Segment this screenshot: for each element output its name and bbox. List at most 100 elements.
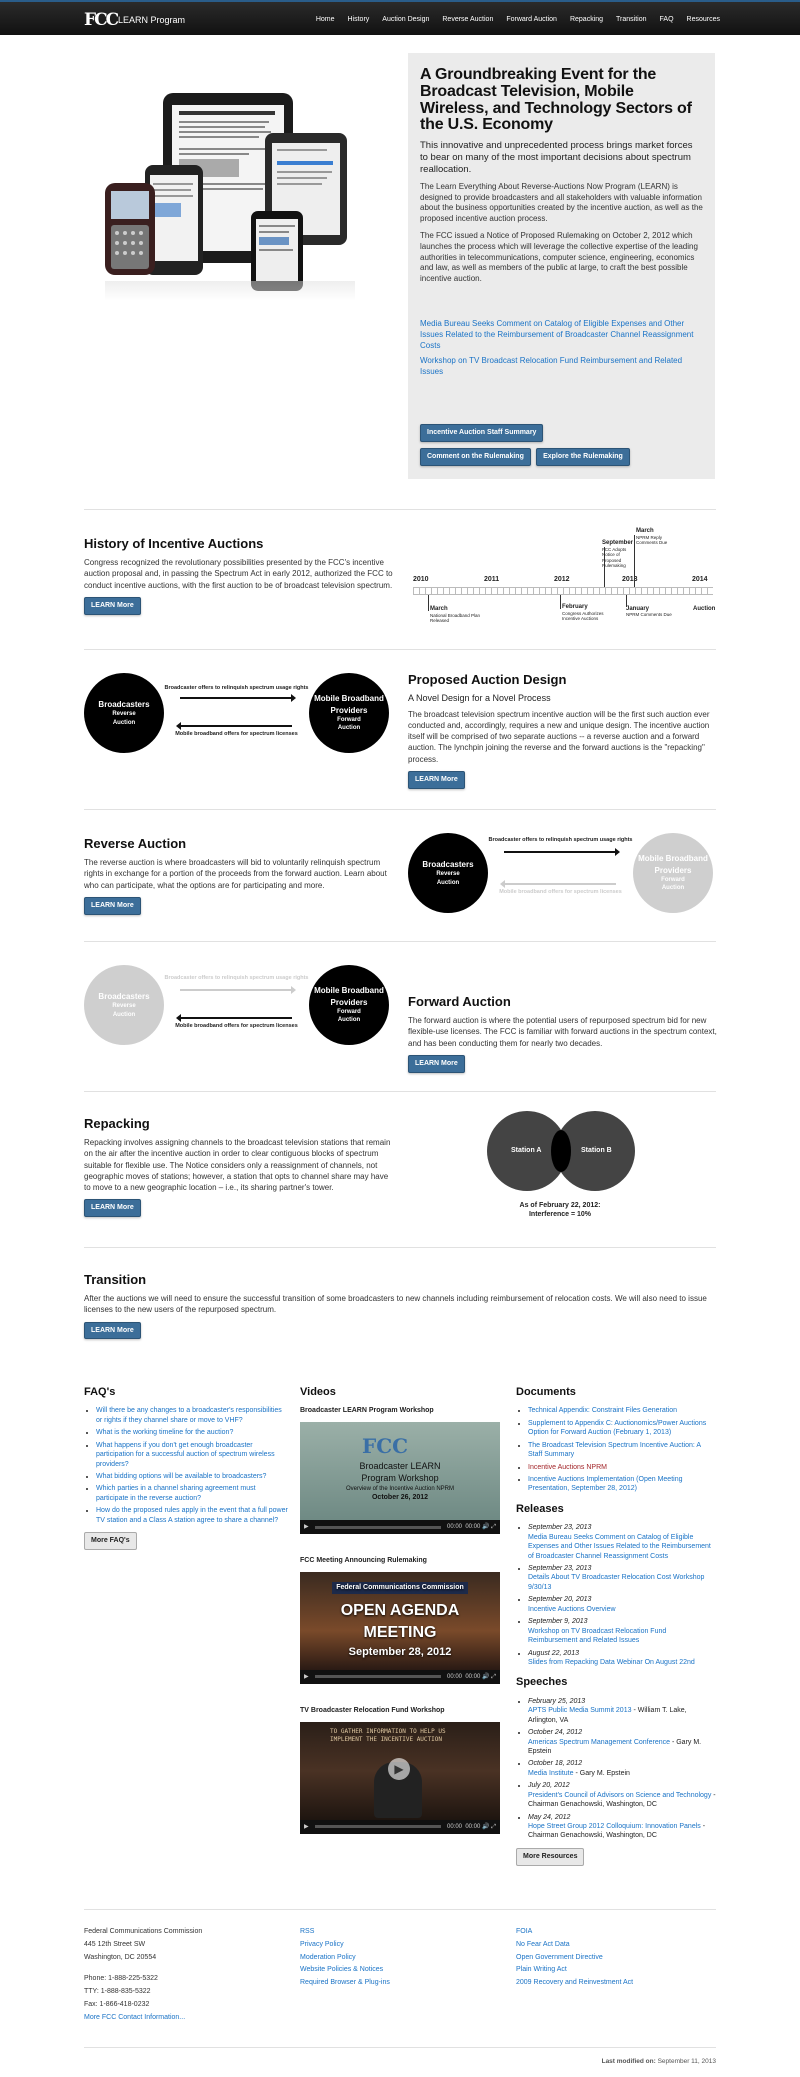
video-player-2[interactable]: Federal Communications Commission OPEN A… (300, 1571, 500, 1684)
speech-link[interactable]: APTS Public Media Summit 2013 (528, 1707, 632, 1715)
nav-faq[interactable]: FAQ (659, 16, 674, 23)
footer-contact: Federal Communications Commission 445 12… (84, 1927, 284, 2026)
hero-link-workshop[interactable]: Workshop on TV Broadcast Relocation Fund… (420, 356, 683, 377)
nav-history[interactable]: History (347, 16, 370, 23)
faq-link[interactable]: What happens if you don't get enough bro… (96, 1441, 275, 1468)
year-2012: 2012 (554, 576, 570, 583)
footer-link[interactable]: Open Government Directive (516, 1953, 603, 1961)
history-text: Congress recognized the revolutionary po… (84, 558, 393, 590)
faq-link[interactable]: What bidding options will be available t… (96, 1473, 267, 1481)
divider (84, 2047, 716, 2048)
devices-illustration (105, 53, 365, 313)
video-player-3[interactable]: TO GATHER INFORMATION TO HELP US IMPLEME… (300, 1721, 500, 1834)
nav-forward-auction[interactable]: Forward Auction (506, 16, 557, 23)
comment-rulemaking-button[interactable]: Comment on the Rulemaking (420, 447, 531, 466)
divider (84, 509, 716, 510)
fullscreen-icon[interactable]: ⤢ (491, 1673, 496, 1680)
faq-link[interactable]: What is the working timeline for the auc… (96, 1429, 234, 1437)
faq-link[interactable]: Will there be any changes to a broadcast… (96, 1407, 282, 1424)
year-2011: 2011 (484, 576, 500, 583)
release-link[interactable]: Details About TV Broadcaster Relocation … (528, 1574, 705, 1591)
footer-link[interactable]: Moderation Policy (300, 1953, 356, 1961)
event-january-2013-desc: NPRM Comments Due (626, 612, 672, 617)
faqs-title: FAQ's (84, 1386, 116, 1398)
design-learn-more-button[interactable]: LEARN More (408, 770, 465, 789)
reverse-learn-more-button[interactable]: LEARN More (84, 896, 141, 915)
footer-link[interactable]: Plain Writing Act (516, 1966, 567, 1974)
nav-reverse-auction[interactable]: Reverse Auction (442, 16, 494, 23)
faq-link[interactable]: How do the proposed rules apply in the e… (96, 1507, 288, 1524)
more-resources-button[interactable]: More Resources (516, 1847, 585, 1866)
footer-link[interactable]: 2009 Recovery and Reinvestment Act (516, 1979, 634, 1987)
speeches-title: Speeches (516, 1676, 568, 1689)
hero-paragraph-2: The FCC issued a Notice of Proposed Rule… (420, 231, 698, 284)
design-title: Proposed Auction Design (408, 672, 567, 687)
footer-link[interactable]: Required Browser & Plug-ins (300, 1979, 390, 1987)
repacking-learn-more-button[interactable]: LEARN More (84, 1199, 141, 1217)
staff-summary-button[interactable]: Incentive Auction Staff Summary (420, 423, 544, 442)
document-link[interactable]: Incentive Auctions NPRM (528, 1463, 607, 1471)
document-link[interactable]: The Broadcast Television Spectrum Incent… (528, 1441, 701, 1459)
hero-link-catalog[interactable]: Media Bureau Seeks Comment on Catalog of… (420, 318, 694, 350)
speech-link[interactable]: Americas Spectrum Management Conference (528, 1738, 671, 1746)
repacking-venn-diagram: Station A Station B As of February 22, 2… (485, 1109, 645, 1229)
footer-link[interactable]: Website Policies & Notices (300, 1966, 384, 1974)
footer-link[interactable]: FOIA (516, 1928, 533, 1935)
footer-link[interactable]: Privacy Policy (300, 1940, 344, 1948)
release-link[interactable]: Incentive Auctions Overview (528, 1605, 616, 1613)
arrow-label-bottom: Mobile broadband offers for spectrum lic… (175, 731, 298, 737)
play-overlay-icon[interactable]: ▶ (388, 1757, 410, 1780)
faqs-column: FAQ's Will there be any changes to a bro… (84, 1385, 289, 1550)
documents-title: Documents (516, 1386, 576, 1398)
video-title-1: Broadcaster LEARN Program Workshop (300, 1407, 434, 1415)
footer-link[interactable]: RSS (300, 1928, 315, 1935)
document-link[interactable]: Supplement to Appendix C: Auctionomics/P… (528, 1419, 707, 1437)
divider (84, 649, 716, 650)
site-title[interactable]: LEARN Program (118, 15, 186, 25)
volume-icon[interactable]: 🔊 (482, 1823, 490, 1830)
fullscreen-icon[interactable]: ⤢ (491, 1523, 496, 1530)
repacking-caption-date: As of February 22, 2012: (519, 1202, 601, 1209)
hero-lead: This innovative and unprecedented proces… (420, 140, 693, 175)
forward-learn-more-button[interactable]: LEARN More (408, 1054, 465, 1073)
speech-link[interactable]: Hope Street Group 2012 Colloquium: Innov… (528, 1823, 701, 1831)
footer-link[interactable]: No Fear Act Data (516, 1940, 570, 1948)
nav-auction-design[interactable]: Auction Design (382, 16, 430, 23)
repacking-caption-interference: Interference = 10% (528, 1211, 592, 1218)
play-icon[interactable]: ▶ (304, 1673, 309, 1680)
nav-repacking[interactable]: Repacking (569, 16, 604, 23)
play-icon[interactable]: ▶ (304, 1523, 309, 1530)
release-link[interactable]: Workshop on TV Broadcast Relocation Fund… (528, 1627, 667, 1645)
more-faqs-button[interactable]: More FAQ's (84, 1532, 137, 1550)
speech-link[interactable]: Media Institute (528, 1769, 574, 1777)
more-contact-link[interactable]: More FCC Contact Information... (84, 2013, 186, 2021)
document-link[interactable]: Incentive Auctions Implementation (Open … (528, 1476, 683, 1493)
document-link[interactable]: Technical Appendix: Constraint Files Gen… (528, 1407, 678, 1415)
release-link[interactable]: Media Bureau Seeks Comment on Catalog of… (528, 1533, 711, 1560)
play-icon[interactable]: ▶ (304, 1823, 309, 1830)
nav-resources[interactable]: Resources (686, 16, 720, 23)
explore-rulemaking-button[interactable]: Explore the Rulemaking (536, 447, 630, 466)
volume-icon[interactable]: 🔊 (482, 1673, 490, 1680)
transition-learn-more-button[interactable]: LEARN More (84, 1321, 141, 1340)
speech-link[interactable]: President's Council of Advisors on Scien… (528, 1791, 712, 1799)
volume-icon[interactable]: 🔊 (482, 1523, 490, 1530)
release-link[interactable]: Slides from Repacking Data Webinar On Au… (528, 1658, 695, 1666)
divider (84, 941, 716, 942)
fullscreen-icon[interactable]: ⤢ (491, 1823, 496, 1830)
nav-transition[interactable]: Transition (616, 16, 647, 23)
fcc-logo[interactable]: FCC (84, 10, 119, 30)
faq-link[interactable]: Which parties in a channel sharing agree… (96, 1485, 256, 1502)
event-february-2012-desc: Congress Authorizes Incentive Auctions (562, 611, 604, 622)
event-auction: Auction (693, 606, 716, 612)
last-modified: Last modified on: September 11, 2013 (601, 2058, 716, 2065)
repacking-text: Repacking involves assigning channels to… (84, 1138, 391, 1192)
video-title-3: TV Broadcaster Relocation Fund Workshop (300, 1706, 445, 1714)
video-player-1[interactable]: FCC Broadcaster LEARN Program Workshop O… (300, 1422, 500, 1535)
event-march-2013: March (636, 528, 654, 534)
event-march-2010-desc: National Broadband Plan Released (430, 613, 481, 624)
nav-home[interactable]: Home (315, 16, 335, 23)
event-march-2010: March (430, 606, 448, 612)
history-learn-more-button[interactable]: LEARN More (84, 596, 141, 615)
video-title-2: FCC Meeting Announcing Rulemaking (300, 1557, 427, 1565)
